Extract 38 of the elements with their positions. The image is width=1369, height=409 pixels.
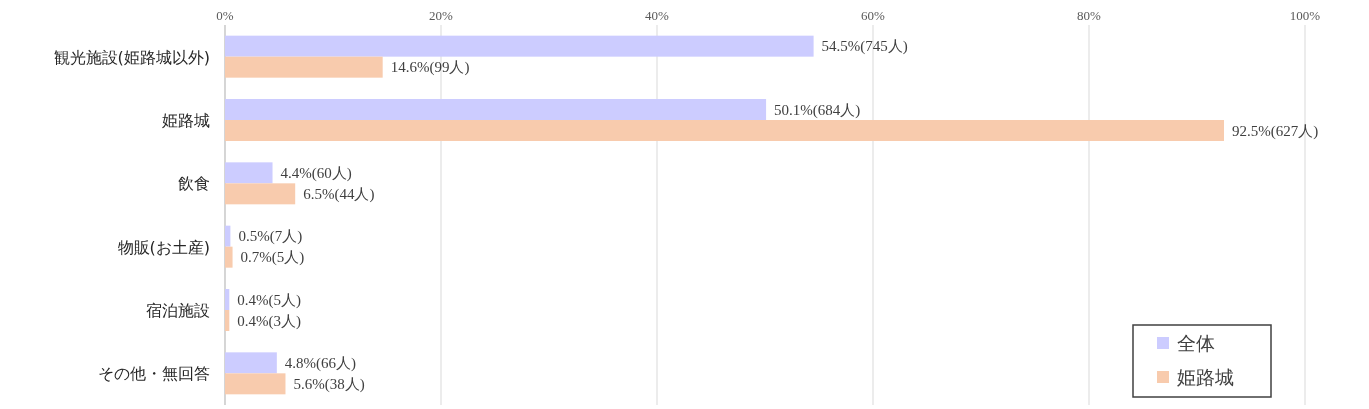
bar (225, 162, 273, 184)
data-label: 50.1%(684人) (774, 101, 861, 119)
data-label: 0.4%(3人) (237, 312, 302, 330)
legend-label: 姫路城 (1177, 366, 1234, 388)
bar (225, 289, 230, 310)
data-label: 14.6%(99人) (390, 59, 470, 77)
bar (225, 373, 286, 395)
x-tick-label: 40% (645, 8, 670, 23)
x-tick-label: 100% (1289, 8, 1321, 23)
bar (225, 120, 1224, 141)
legend-label: 全体 (1177, 332, 1215, 354)
data-label: 4.8%(66人) (284, 354, 357, 372)
bar (225, 352, 277, 374)
bar (225, 246, 233, 268)
data-label: 0.4%(5人) (237, 291, 302, 309)
data-label: 54.5%(745人) (821, 38, 908, 56)
x-tick-label: 80% (1077, 8, 1102, 23)
bar (225, 99, 767, 120)
bar (225, 183, 296, 205)
data-label: 92.5%(627人) (1232, 122, 1319, 140)
x-tick-label: 20% (429, 8, 454, 23)
y-tick-label: 物販(お土産) (117, 237, 210, 257)
data-label: 6.5%(44人) (303, 185, 375, 203)
y-tick-label: 姫路城 (162, 111, 210, 130)
bar (225, 56, 383, 78)
y-tick-label: 観光施設(姫路城以外) (53, 47, 210, 67)
data-label: 4.4%(60人) (280, 164, 352, 182)
y-tick-label: 飲食 (178, 174, 210, 194)
bar (225, 310, 230, 331)
x-tick-label: 60% (861, 8, 886, 23)
bar (225, 35, 814, 57)
data-label: 0.5%(7人) (238, 228, 303, 246)
data-label: 5.6%(38人) (293, 375, 365, 393)
y-tick-label: その他・無回答 (98, 364, 210, 384)
x-tick-label: 0% (216, 8, 234, 23)
y-tick-label: 宿泊施設 (146, 301, 210, 320)
bar (225, 225, 231, 247)
data-label: 0.7%(5人) (240, 249, 305, 267)
